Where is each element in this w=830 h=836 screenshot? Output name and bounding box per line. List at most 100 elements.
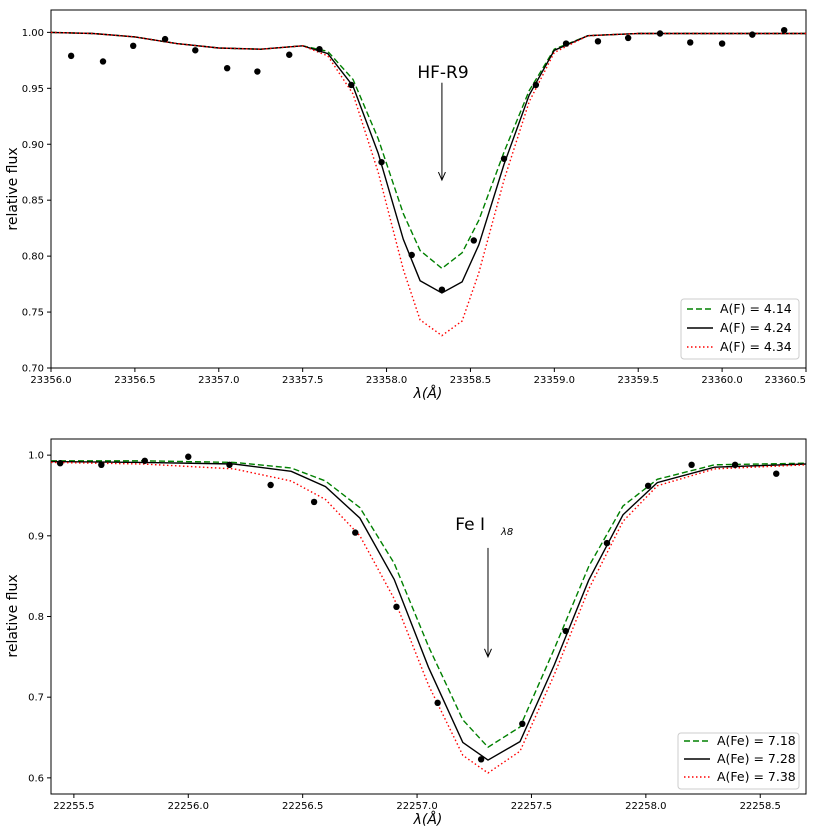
- x-tick-label: 22255.5: [53, 801, 94, 812]
- axis-ticks: 23356.0 23356.5 23357.0 23357.5 23358.0 23358…: [22, 28, 807, 386]
- y-tick-label: 0.80: [22, 252, 44, 263]
- observed-point: [99, 58, 107, 65]
- x-axis-label: λ(Å): [413, 811, 443, 828]
- x-tick-label: 22256.0: [168, 801, 209, 812]
- observed-point: [393, 603, 400, 611]
- legend-label: A(F) = 4.34: [720, 339, 792, 354]
- x-tick-label: 22256.5: [282, 801, 323, 812]
- x-tick-label: 23356.0: [30, 375, 71, 386]
- y-tick-label: 1.00: [22, 28, 44, 39]
- observed-point: [562, 627, 569, 635]
- observed-point: [532, 81, 540, 89]
- x-tick-label: 22258.0: [625, 801, 666, 812]
- observed-point: [141, 457, 149, 464]
- observed-point: [500, 155, 508, 162]
- legend: A(Fe) = 7.18 A(Fe) = 7.28 A(Fe) = 7.38: [677, 732, 800, 790]
- observed-point: [316, 45, 323, 53]
- x-tick-label: 22257.0: [396, 801, 437, 812]
- observed-point: [688, 461, 695, 469]
- legend-label: A(Fe) = 7.28: [717, 751, 796, 766]
- x-tick-label: 23360.5: [765, 375, 806, 386]
- observed-point: [310, 498, 318, 506]
- x-tick-label: 23359.5: [618, 375, 659, 386]
- observed-point: [718, 40, 726, 47]
- observed-point: [562, 40, 570, 47]
- observed-point: [352, 529, 359, 536]
- series-line: [50, 31, 806, 294]
- annotation-arrow: [484, 547, 492, 659]
- model-curves: [50, 31, 806, 337]
- y-tick-label: 0.70: [22, 364, 44, 375]
- annotation-subscript: λ8: [500, 527, 513, 538]
- x-tick-label: 23358.5: [450, 375, 491, 386]
- y-tick-label: 0.9: [28, 531, 44, 542]
- observed-points: [67, 26, 788, 293]
- x-tick-label: 23357.5: [282, 375, 323, 386]
- legend-label: A(F) = 4.24: [720, 320, 792, 335]
- plot-frame: [50, 9, 807, 369]
- observed-point: [226, 461, 233, 469]
- x-tick-label: 22258.5: [740, 801, 781, 812]
- y-tick-label: 0.95: [22, 84, 44, 95]
- legend-box: [680, 298, 800, 360]
- observed-point: [185, 453, 192, 460]
- axis-ticks: 22255.5 22256.0 22256.5 22257.0 22257.5 22258…: [28, 451, 781, 812]
- legend-label: A(Fe) = 7.18: [717, 733, 796, 748]
- x-tick-label: 23360.0: [701, 375, 742, 386]
- legend-label: A(Fe) = 7.38: [717, 769, 796, 784]
- series-line: [51, 460, 807, 749]
- annotation-label: HF-R9: [417, 63, 468, 83]
- x-tick-label: 23356.5: [114, 375, 155, 386]
- observed-point: [408, 251, 415, 259]
- y-tick-label: 0.8: [28, 612, 44, 623]
- observed-point: [687, 39, 694, 46]
- annotation-arrow: [437, 82, 446, 182]
- observed-point: [749, 31, 756, 38]
- legend-label: A(F) = 4.14: [720, 301, 792, 316]
- observed-point: [192, 47, 199, 54]
- legend: A(F) = 4.14 A(F) = 4.24 A(F) = 4.34: [680, 298, 800, 360]
- y-tick-label: 0.7: [28, 693, 44, 704]
- model-curves: [50, 460, 807, 774]
- observed-point: [286, 51, 293, 58]
- x-tick-label: 22257.5: [511, 801, 552, 812]
- observed-point: [594, 38, 602, 45]
- y-tick-label: 0.6: [28, 773, 44, 784]
- bottom-panel-fe-i: 22255.5 22256.0 22256.5 22257.0 22257.5 22258…: [5, 438, 807, 828]
- observed-point: [348, 81, 355, 89]
- y-tick-label: 0.90: [22, 140, 44, 151]
- series-line: [50, 461, 807, 774]
- y-axis-label: relative flux: [5, 574, 21, 657]
- x-tick-label: 23359.0: [534, 375, 575, 386]
- arrow-head: [437, 171, 446, 182]
- observed-point: [254, 68, 261, 75]
- x-tick-label: 23357.0: [198, 375, 239, 386]
- observed-point: [267, 481, 274, 489]
- observed-points: [56, 453, 780, 763]
- y-axis-label: relative flux: [5, 147, 21, 230]
- observed-point: [603, 539, 611, 547]
- legend-box: [677, 732, 800, 790]
- observed-point: [780, 26, 788, 34]
- observed-point: [98, 461, 105, 469]
- observed-point: [161, 35, 169, 43]
- observed-point: [223, 64, 231, 72]
- observed-point: [434, 699, 441, 707]
- observed-point: [624, 34, 632, 42]
- x-tick-label: 23358.0: [366, 375, 407, 386]
- observed-point: [470, 237, 477, 244]
- arrow-head: [484, 648, 492, 659]
- observed-point: [773, 470, 780, 477]
- x-axis-label: λ(Å): [413, 385, 443, 402]
- observed-point: [519, 720, 526, 728]
- series-line: [50, 31, 806, 337]
- observed-point: [438, 286, 446, 293]
- y-tick-label: 0.85: [22, 196, 44, 207]
- top-panel-hf-r9: 23356.0 23356.5 23357.0 23357.5 23358.0 23358…: [5, 9, 807, 402]
- observed-point: [656, 30, 664, 37]
- y-tick-label: 1.0: [28, 451, 44, 462]
- observed-point: [644, 482, 652, 489]
- observed-point: [477, 756, 485, 763]
- series-line: [50, 460, 807, 761]
